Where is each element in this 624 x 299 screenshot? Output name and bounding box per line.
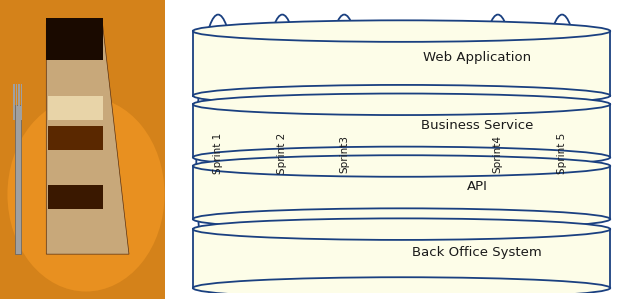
Ellipse shape xyxy=(193,155,610,177)
Bar xyxy=(15,105,21,254)
Ellipse shape xyxy=(193,147,610,168)
Text: Sprint 5: Sprint 5 xyxy=(557,133,567,174)
Bar xyxy=(13,84,14,120)
Ellipse shape xyxy=(193,94,610,115)
Bar xyxy=(193,31,610,96)
Bar xyxy=(193,104,610,157)
Bar xyxy=(16,84,17,120)
Text: Sprint 1: Sprint 1 xyxy=(213,133,223,174)
Bar xyxy=(48,126,102,150)
Text: API: API xyxy=(467,180,488,193)
Text: Business Service: Business Service xyxy=(421,119,534,132)
Ellipse shape xyxy=(193,277,610,299)
Bar xyxy=(193,166,610,219)
Bar xyxy=(48,155,102,179)
Bar xyxy=(18,84,19,120)
Ellipse shape xyxy=(193,20,610,42)
Text: Web Application: Web Application xyxy=(423,51,531,64)
Text: Sprint3: Sprint3 xyxy=(339,135,349,173)
Text: Back Office System: Back Office System xyxy=(412,246,542,259)
Ellipse shape xyxy=(7,97,165,292)
Bar xyxy=(48,96,102,120)
Ellipse shape xyxy=(193,208,610,230)
Text: Sprint4: Sprint4 xyxy=(493,135,503,173)
Bar xyxy=(48,185,102,209)
Bar xyxy=(21,84,22,120)
Bar xyxy=(193,229,610,288)
Ellipse shape xyxy=(193,218,610,240)
Ellipse shape xyxy=(193,85,610,106)
Bar xyxy=(46,18,102,60)
Polygon shape xyxy=(46,24,129,254)
Text: Sprint 2: Sprint 2 xyxy=(277,133,287,174)
